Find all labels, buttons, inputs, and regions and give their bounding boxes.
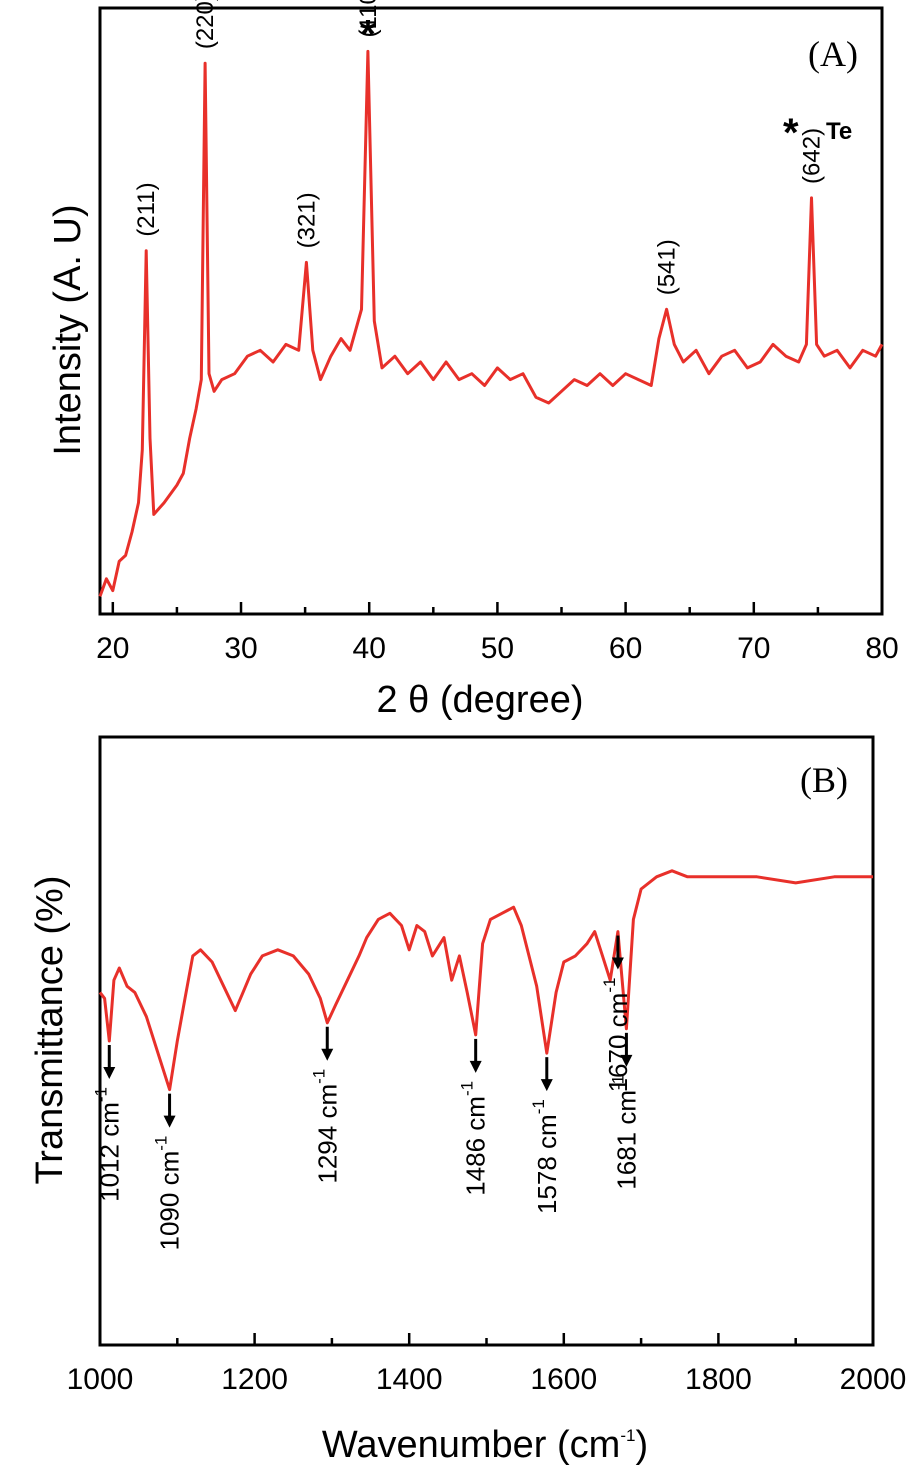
panel-a-x-axis-title: 2 θ (degree) (376, 679, 583, 721)
panel-a-plot-frame (98, 6, 884, 616)
panel-a-xrd: 20 30 40 50 60 70 80 (211)(220)(321)(110)*(541… (47, 0, 899, 721)
band-label: 1012 cm-1 (91, 1087, 124, 1202)
panel-a-trace-group (98, 49, 884, 597)
panel-a-x-ticks: 20 30 40 50 60 70 80 (96, 602, 899, 665)
peak-label: (211) (133, 182, 160, 236)
band-label-main: 1681 cm (611, 1090, 641, 1190)
legend-star-icon: * (783, 111, 799, 155)
panel-a-x-tick-label: 60 (609, 632, 642, 665)
panel-b-x-tick-label: 1400 (376, 1363, 443, 1396)
band-label-sup: -1 (529, 1099, 548, 1114)
panel-b-x-ticks: 1000 1200 1400 1600 1800 2000 (67, 1333, 907, 1396)
panel-b-x-tick-label: 2000 (840, 1363, 907, 1396)
band-arrowhead (611, 957, 624, 970)
peak-label: (321) (293, 192, 320, 248)
panel-b-x-axis-title-sup: -1 (620, 1426, 635, 1445)
panel-a-x-tick-label: 50 (481, 632, 514, 665)
panel-b-label: (B) (800, 760, 848, 800)
panel-a-peak-labels: (211)(220)(321)(110)*(541)(642) (133, 0, 825, 295)
panel-a-xrd-trace (98, 49, 884, 597)
band-label-sup: -1 (91, 1087, 110, 1102)
band-label: 1090 cm-1 (152, 1136, 185, 1251)
panel-b-x-tick-label: 1000 (67, 1363, 134, 1396)
panel-b-plot-frame (98, 735, 875, 1347)
panel-b-x-axis-title: Wavenumber (cm-1) (322, 1424, 648, 1466)
panel-b-x-tick-label: 1800 (685, 1363, 752, 1396)
panel-a-x-tick-label: 20 (96, 632, 129, 665)
panel-a-x-tick-label: 30 (224, 632, 257, 665)
band-label-main: 1578 cm (532, 1114, 562, 1214)
band-label: 1681 cm-1 (608, 1075, 641, 1190)
band-arrowhead (540, 1079, 553, 1092)
legend-te-label: Te (826, 118, 852, 145)
band-arrowhead (103, 1067, 116, 1079)
panel-a-y-axis-title: Intensity (A. U) (47, 204, 89, 455)
band-label-sup: -1 (600, 978, 619, 993)
panel-b-trace-group (98, 869, 873, 1092)
band-label-sup: -1 (309, 1069, 328, 1084)
band-arrowhead (163, 1115, 176, 1128)
panel-a-x-tick-label: 80 (865, 632, 898, 665)
band-label-sup: -1 (152, 1136, 171, 1151)
peak-label: (220) (192, 0, 219, 49)
band-label-main: 1090 cm (155, 1151, 185, 1251)
band-arrowhead (321, 1048, 334, 1061)
band-label-sup: -1 (608, 1075, 627, 1090)
te-star-icon: * (360, 12, 376, 56)
panel-b-x-tick-label: 1600 (530, 1363, 597, 1396)
peak-label: (541) (654, 239, 681, 295)
band-label-main: 1486 cm (461, 1096, 491, 1196)
band-label-main: 1294 cm (312, 1084, 342, 1184)
panel-a-x-tick-label: 40 (353, 632, 386, 665)
band-arrowhead (620, 1054, 633, 1067)
panel-a-label: (A) (808, 34, 858, 74)
band-label: 1486 cm-1 (458, 1081, 491, 1196)
panel-b-x-axis-title-tail: ) (635, 1424, 648, 1466)
panel-b-x-tick-label: 1200 (221, 1363, 288, 1396)
panel-b-y-axis-title: Transmittance (%) (29, 876, 71, 1185)
band-arrowhead (469, 1060, 482, 1073)
panel-a-x-tick-label: 70 (737, 632, 770, 665)
band-label: 1294 cm-1 (309, 1069, 342, 1184)
band-label-sup: -1 (458, 1081, 477, 1096)
band-label: 1578 cm-1 (529, 1099, 562, 1214)
band-label-main: 1012 cm (94, 1102, 124, 1202)
panel-b-x-axis-title-main: Wavenumber (cm (322, 1424, 620, 1466)
peak-label: (642) (798, 128, 825, 184)
panel-b-ftir-trace (98, 869, 873, 1092)
peak-label: (110) (355, 0, 382, 37)
